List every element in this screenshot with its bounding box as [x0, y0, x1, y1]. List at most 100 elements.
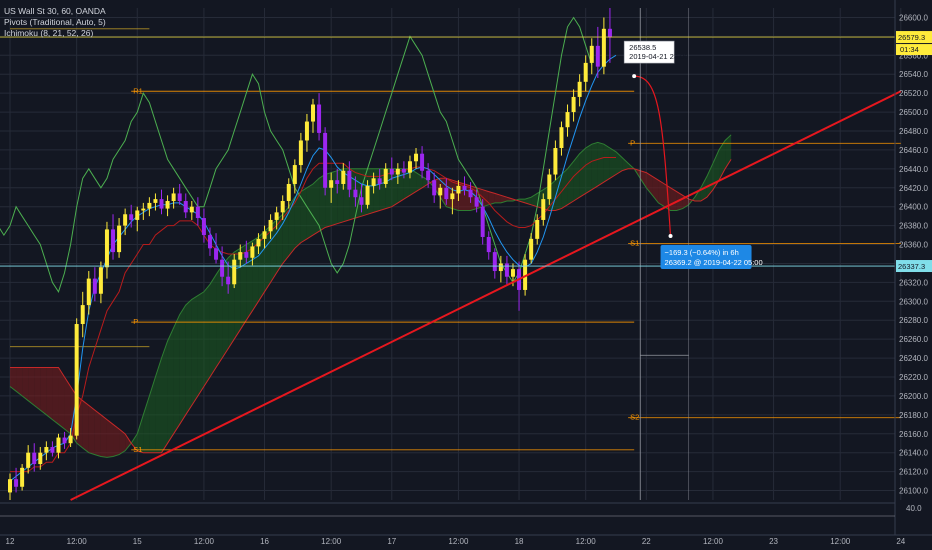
candle-body [214, 248, 219, 260]
pivot-label: R1 [133, 86, 143, 95]
y-tick-label: 26500.0 [899, 108, 928, 117]
cloud-segment [416, 172, 423, 192]
cloud-segment [161, 341, 168, 453]
y-tick-label: 26460.0 [899, 146, 928, 155]
x-tick-label: 12:00 [576, 537, 597, 546]
candle-body [383, 168, 388, 184]
cloud-segment [319, 174, 326, 232]
cloud-segment [276, 214, 283, 273]
subpane-value-label: 40.0 [906, 504, 922, 513]
y-tick-label: 26160.0 [899, 430, 928, 439]
candle-body [153, 199, 158, 203]
ichimoku-lines [0, 16, 617, 482]
ichimoku-indicator-label[interactable]: Ichimoku (8, 21, 52, 26) [4, 28, 94, 38]
y-tick-label: 26140.0 [899, 449, 928, 458]
cloud-segment [409, 168, 417, 196]
cloud-segment [10, 367, 17, 392]
cloud-segment [149, 377, 156, 453]
candle-body [347, 170, 352, 190]
candle-body [195, 206, 200, 219]
cloud-segment [64, 377, 71, 434]
cloud-segment [567, 161, 574, 205]
candle-body [335, 180, 340, 184]
projection-change: −169.3 (−0.64%) in 6h [665, 248, 739, 257]
candle-body [171, 193, 176, 202]
trendline[interactable] [70, 74, 902, 501]
candle-body [395, 168, 400, 175]
cloud-segment [640, 170, 647, 188]
candle-body [62, 437, 67, 444]
candle-body [74, 324, 79, 436]
symbol-title[interactable]: US Wall St 30, 60, OANDA [4, 6, 106, 16]
y-tick-label: 26400.0 [899, 203, 928, 212]
candle-body [220, 259, 225, 277]
cloud-segment [22, 367, 29, 401]
candle-body [250, 246, 255, 258]
cloud-segment [482, 189, 489, 207]
last-price-tag [896, 31, 932, 44]
y-tick-label: 26480.0 [899, 127, 928, 136]
candle-body [535, 219, 540, 239]
cloud-segment [137, 414, 144, 453]
candle-body [420, 153, 425, 171]
y-tick-label: 26100.0 [899, 487, 928, 496]
candle-body [298, 140, 303, 166]
candle-body [8, 479, 12, 493]
candle-body [141, 208, 146, 211]
cloud-segment [34, 367, 41, 411]
projection-end-dot [668, 234, 673, 239]
senkou-span-b [10, 159, 732, 454]
cloud-segment [52, 367, 59, 425]
candle-body [268, 219, 273, 232]
y-tick-label: 26420.0 [899, 184, 928, 193]
candle-body [323, 132, 328, 188]
cloud-segment [16, 367, 23, 396]
cloud-segment [100, 414, 107, 458]
cloud-segment [131, 433, 138, 451]
pivot-levels: R1 P S1 S2 P S1 [10, 28, 901, 454]
y-tick-label: 26600.0 [899, 13, 928, 22]
candle-body [92, 278, 97, 294]
candle-body [504, 263, 509, 277]
candle-body [238, 252, 243, 260]
candle-body [311, 104, 315, 122]
pivot-label: S1 [630, 239, 639, 248]
cloud-segment [609, 148, 616, 179]
candle-body [607, 28, 612, 38]
candle-body [135, 210, 140, 220]
candle-body [280, 201, 285, 213]
cloud-segment [300, 187, 307, 243]
tooltip-box [623, 40, 675, 64]
cloud-segment [155, 358, 162, 453]
pivot-label: S2 [630, 413, 639, 422]
tooltip-price: 26538.5 [629, 43, 656, 52]
candle-body [559, 127, 564, 149]
candles [8, 8, 612, 500]
pivots-indicator-label[interactable]: Pivots (Traditional, Auto, 5) [4, 17, 106, 27]
candle-body [98, 267, 103, 294]
candle-body [304, 121, 309, 141]
candle-body [565, 112, 570, 128]
candle-body [117, 225, 122, 253]
candle-body [456, 185, 461, 194]
candle-body [292, 165, 297, 184]
candle-body [32, 452, 37, 465]
x-tick-label: 12:00 [830, 537, 851, 546]
candle-body [359, 197, 364, 205]
cloud-segment [28, 367, 35, 406]
candle-body [486, 236, 491, 253]
x-tick-label: 16 [260, 537, 269, 546]
x-tick-label: 12:00 [321, 537, 342, 546]
candle-body [38, 452, 43, 465]
cloud-segment [106, 419, 114, 458]
cloud-segment [397, 168, 404, 203]
cloud-segment [313, 178, 320, 236]
cloud-segment [94, 410, 101, 457]
candle-body [365, 185, 370, 205]
cloud-segment [216, 265, 223, 368]
cloud-segment [40, 367, 47, 415]
candle-body [407, 161, 412, 173]
cloud-segment [403, 168, 410, 200]
